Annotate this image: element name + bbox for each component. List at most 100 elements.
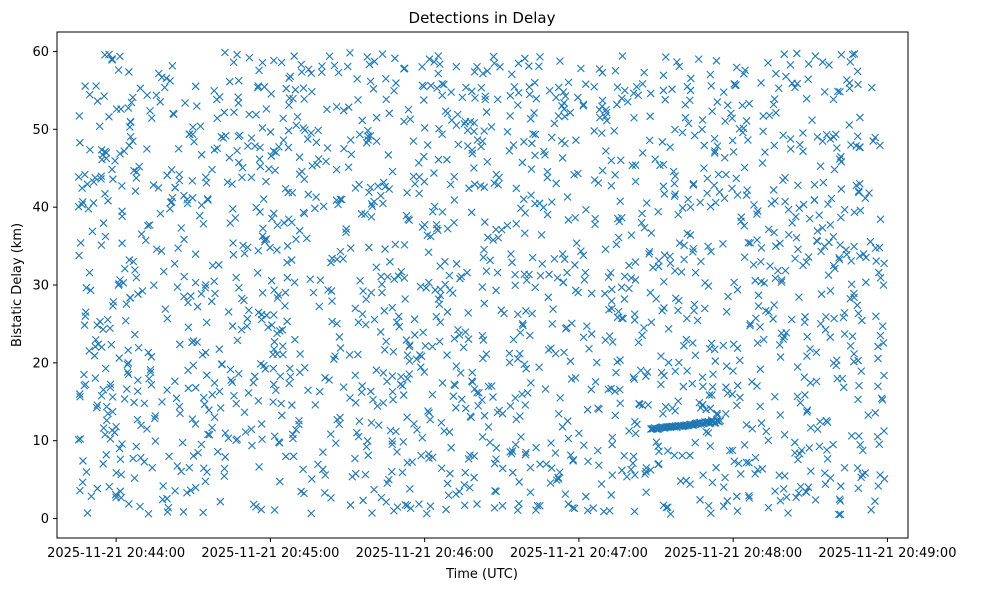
detection-point bbox=[647, 318, 656, 327]
detection-point bbox=[521, 450, 530, 459]
detection-point bbox=[569, 456, 577, 465]
detection-point bbox=[858, 316, 866, 325]
detection-point bbox=[836, 87, 844, 96]
detection-point bbox=[601, 245, 610, 254]
detection-point bbox=[376, 328, 385, 336]
detection-point bbox=[551, 449, 560, 457]
detection-point bbox=[879, 281, 888, 290]
detection-point bbox=[266, 243, 274, 252]
detection-point bbox=[605, 305, 613, 314]
detection-point bbox=[434, 155, 443, 164]
detection-point bbox=[392, 79, 400, 87]
detection-point bbox=[753, 236, 761, 244]
detection-point bbox=[470, 67, 479, 76]
detection-point bbox=[855, 432, 863, 440]
detection-point bbox=[267, 321, 276, 330]
detection-point bbox=[420, 368, 429, 376]
detection-point bbox=[163, 386, 171, 394]
detection-point bbox=[749, 260, 758, 269]
detection-point bbox=[99, 219, 108, 228]
detection-point bbox=[382, 95, 391, 104]
detection-point bbox=[248, 441, 256, 450]
detection-point bbox=[813, 425, 822, 434]
detection-point bbox=[400, 274, 409, 282]
detection-point bbox=[620, 451, 629, 460]
detection-point bbox=[254, 82, 263, 90]
detection-point bbox=[765, 111, 774, 120]
detection-point bbox=[706, 70, 715, 79]
detection-point bbox=[593, 446, 602, 455]
detection-point bbox=[290, 335, 299, 344]
detection-point bbox=[328, 317, 337, 326]
detection-point bbox=[753, 465, 762, 474]
detection-point bbox=[854, 187, 863, 196]
detection-point bbox=[806, 345, 814, 353]
detection-point bbox=[134, 290, 142, 299]
detection-point bbox=[331, 439, 340, 448]
detection-point bbox=[579, 101, 588, 110]
detection-point bbox=[759, 335, 768, 344]
detection-point bbox=[723, 497, 732, 505]
detection-point bbox=[740, 221, 749, 230]
detection-point bbox=[830, 165, 839, 174]
detection-point bbox=[854, 80, 862, 89]
detection-point bbox=[693, 316, 702, 325]
detection-point bbox=[524, 62, 533, 70]
detection-point bbox=[284, 143, 293, 152]
detection-point bbox=[688, 248, 697, 256]
detection-point bbox=[322, 157, 330, 166]
detection-point bbox=[330, 355, 338, 364]
detection-point bbox=[582, 322, 591, 330]
detection-point bbox=[217, 132, 226, 141]
detection-point bbox=[126, 118, 135, 127]
detection-point bbox=[452, 121, 461, 130]
detection-point bbox=[389, 395, 397, 404]
detection-point bbox=[661, 402, 670, 411]
detection-point bbox=[509, 141, 518, 149]
detection-point bbox=[566, 108, 575, 117]
detection-point bbox=[799, 147, 807, 156]
detection-point bbox=[482, 267, 491, 276]
detection-point bbox=[856, 113, 864, 122]
detection-point bbox=[671, 367, 680, 376]
detection-point bbox=[631, 276, 640, 284]
detection-point bbox=[820, 88, 829, 96]
detection-point bbox=[606, 268, 615, 277]
detection-point bbox=[379, 199, 387, 208]
detection-point bbox=[566, 451, 575, 460]
detection-point bbox=[351, 184, 360, 192]
detection-point bbox=[659, 501, 668, 510]
detection-point bbox=[708, 382, 717, 391]
detection-point bbox=[370, 57, 379, 66]
detection-point bbox=[698, 116, 707, 124]
detection-point bbox=[691, 268, 700, 277]
detection-point bbox=[467, 87, 476, 96]
detection-point bbox=[362, 295, 371, 304]
detection-point bbox=[93, 97, 102, 105]
detection-point bbox=[791, 254, 799, 263]
detection-point bbox=[369, 84, 378, 93]
detection-point bbox=[515, 478, 524, 486]
detection-point bbox=[85, 268, 94, 277]
detection-point bbox=[681, 113, 690, 122]
detection-point bbox=[781, 266, 790, 275]
detection-point bbox=[185, 463, 194, 472]
detection-point bbox=[238, 163, 247, 172]
detection-point bbox=[289, 452, 298, 461]
detection-point bbox=[503, 127, 512, 136]
detection-point bbox=[616, 156, 625, 165]
detection-point bbox=[530, 109, 538, 117]
detection-point bbox=[550, 255, 559, 263]
detection-point bbox=[850, 349, 858, 358]
detection-point bbox=[561, 324, 570, 333]
detection-point bbox=[659, 160, 668, 169]
detection-point bbox=[109, 301, 117, 310]
scatter-points bbox=[74, 48, 889, 519]
detection-point bbox=[478, 432, 487, 441]
detection-point bbox=[727, 109, 735, 118]
detection-point bbox=[344, 163, 353, 172]
detection-point bbox=[426, 81, 435, 90]
detection-point bbox=[570, 261, 579, 269]
detection-point bbox=[354, 432, 363, 441]
detection-point bbox=[826, 474, 835, 482]
